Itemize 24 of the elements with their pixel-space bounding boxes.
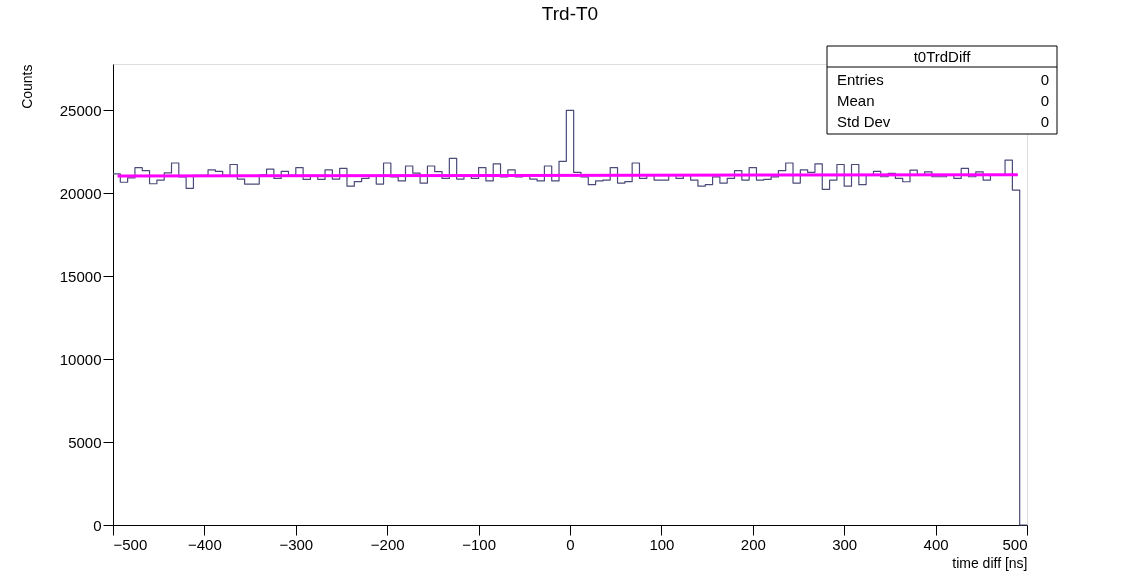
chart-title: Trd-T0 bbox=[541, 2, 599, 24]
text: Mean 0 bbox=[837, 91, 1049, 109]
x-tick-label: 0 bbox=[566, 535, 575, 553]
y-tick-label: 0 bbox=[93, 516, 102, 534]
y-tick-label: 25000 bbox=[59, 101, 102, 119]
y-axis-title: Counts bbox=[18, 64, 35, 109]
x-tick-label: 500 bbox=[1002, 535, 1028, 553]
x-tick-label: −100 bbox=[462, 535, 496, 553]
x-tick-label: 200 bbox=[740, 535, 766, 553]
x-axis-title: time diff [ns] bbox=[952, 554, 1028, 571]
x-tick-label: −500 bbox=[113, 535, 148, 553]
annotation: t0TrdDiff bbox=[913, 47, 972, 65]
text: Std Dev 0 bbox=[837, 112, 1049, 130]
x-tick-label: 400 bbox=[923, 535, 949, 553]
x-tick-label: −400 bbox=[188, 535, 222, 553]
y-tick-label: 15000 bbox=[59, 267, 102, 285]
x-tick-label: −200 bbox=[370, 535, 405, 553]
y-tick-label: 5000 bbox=[68, 433, 102, 451]
text: Entries 0 bbox=[837, 70, 1049, 88]
y-tick-label: 20000 bbox=[59, 184, 102, 202]
y-tick-label: 10000 bbox=[59, 350, 102, 368]
x-tick-label: −300 bbox=[279, 535, 314, 553]
x-tick-label: 300 bbox=[832, 535, 858, 553]
x-tick-label: 100 bbox=[649, 535, 675, 553]
